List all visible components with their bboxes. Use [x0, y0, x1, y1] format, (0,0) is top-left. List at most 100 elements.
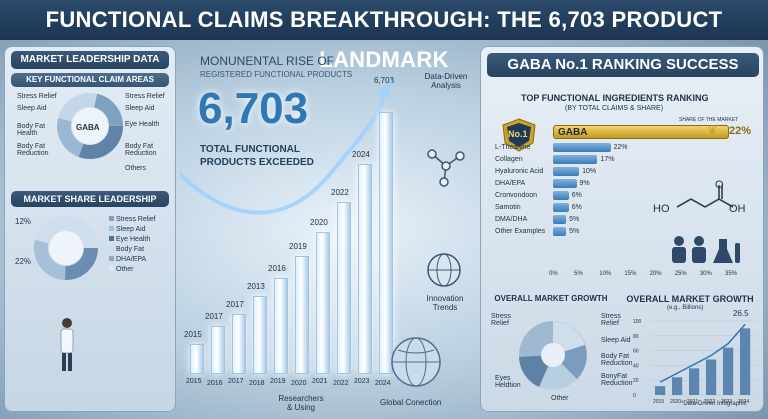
ranking-value-label: 5% [569, 228, 580, 235]
ranking-axis-tick: 10% [599, 271, 612, 277]
gaba-molecule-icon [676, 185, 734, 208]
ranking-axis-tick: 35% [725, 271, 738, 277]
tower-year-label: 2015 [186, 378, 202, 385]
growth-bar [740, 328, 751, 395]
tower-bar [295, 256, 309, 374]
growth-y-tick: 20 [633, 378, 639, 384]
tower-bar [274, 278, 288, 374]
growth-x-tick: 2023 [721, 399, 732, 405]
growth-y-tick: 40 [633, 363, 639, 369]
ranking-value-label: 6% [571, 204, 582, 211]
pie-label-stress-right: Stress Relief [601, 313, 621, 327]
ranking-header: GABA No.1 RANKING SUCCESS [487, 53, 759, 77]
crown-icon: ♛ [707, 123, 718, 137]
ranking-value-label: 5% [569, 216, 580, 223]
tower-top-label: 2017 [226, 300, 244, 309]
ranking-category-label: Other Examples [495, 228, 546, 235]
growth-x-tick: 2022 [704, 399, 715, 405]
market-leadership-header: MARKET LEADERSHIP DATA [11, 51, 169, 69]
top-value-label: 6,703 [374, 76, 395, 85]
pie-label-eyes: Eyes Heldtion [495, 375, 521, 389]
tower-top-label: 2020 [310, 218, 328, 227]
claim-label-bodyfat-reduction-left: Body Fat Reduction [17, 143, 49, 157]
tower-year-label: 2021 [312, 378, 328, 385]
growth-y-tick: 0 [633, 393, 636, 399]
ranking-axis-tick: 5% [574, 271, 583, 277]
claim-label-stress: Stress Relief [17, 93, 57, 100]
footer-note: *Data-Driven Infographic [681, 401, 747, 407]
legend-item: DHA/EPA [109, 255, 156, 265]
ranking-category-label: Hyaluronic Acid [495, 168, 544, 175]
ranking-value-label: 9% [579, 180, 590, 187]
pie-label-bonyfat: BonyFat Reduction [601, 373, 633, 387]
ranking-category-label: L-Theanine [495, 144, 531, 151]
gaba-molecule-ho: HO [653, 203, 670, 215]
ranking-rows: L-Theanine 22% Collagen 17% Hyaluronic Acid 1… [481, 47, 765, 413]
tower-top-label: 2017 [205, 312, 223, 321]
pie-label-bodyfat: Body Fat Reduction [601, 353, 633, 367]
page-title: FUNCTIONAL CLAIMS BREAKTHROUGH: THE 6,70… [0, 0, 768, 72]
claim-label-eye: Eye Health [125, 121, 160, 128]
market-share-donut [34, 216, 98, 280]
center-area: MONUNENTAL RISE OF REGISTERED FUNCTIONAL… [180, 44, 476, 416]
gaba-molecule-oh: OH [729, 203, 746, 215]
growth-bar [706, 359, 717, 395]
claim-label-sleep-right: Sleep Aid [125, 105, 155, 112]
ranking-value-label: 6% [571, 192, 582, 199]
ranking-bar [553, 191, 569, 200]
tower-year-label: 2017 [228, 378, 244, 385]
pie-label-other: Other [551, 395, 569, 402]
growth-curve [180, 80, 392, 215]
growth-x-tick: 2020 [670, 399, 681, 405]
ranking-axis-tick: 20% [649, 271, 662, 277]
donut-center-label: GABA [76, 123, 100, 132]
market-pie [519, 321, 587, 390]
ranking-value-label: 22% [613, 144, 628, 151]
tower-chart: 2015 2015 2016 2017 2017 2017 2018 2013 2019 2016… [180, 44, 476, 416]
innovation-label: Innovation Trends [426, 294, 464, 312]
tower-top-label: 2016 [268, 264, 286, 273]
growth-bar [655, 386, 666, 395]
tower-year-label: 2022 [333, 380, 349, 387]
claim-label-bodyfat-reduction-right: Body Fat Reduction [125, 143, 157, 157]
global-globe-icon [391, 337, 441, 387]
growth-y-tick: 60 [633, 349, 639, 355]
ranking-bar [553, 215, 567, 224]
ranking-value-label: 10% [582, 168, 597, 175]
growth-subtitle: (e.g., Billions) [667, 305, 704, 311]
ranking-category-label: DHA/EPA [495, 180, 526, 187]
tower-top-label: 2015 [184, 330, 202, 339]
tower-bar [379, 112, 393, 374]
market-leadership-panel: MARKET LEADERSHIP DATA KEY FUNCTIONAL CL… [4, 46, 176, 412]
gaba-leader-bar: GABA [553, 125, 729, 139]
rise-title: MONUNENTAL RISE OF [200, 54, 335, 68]
legend-item: Stress Relief [109, 215, 156, 225]
legend-item: Sleep Aid [109, 225, 156, 235]
tower-top-label: 2022 [331, 188, 349, 197]
scientists-icon [672, 236, 740, 263]
researchers-label: Researchers & Using [278, 394, 324, 412]
growth-top-label: 26.5 [733, 309, 749, 318]
ranking-axis-tick: 0% [549, 271, 558, 277]
researcher-icon [60, 318, 74, 371]
tower-bar [190, 344, 204, 374]
total-line-1: TOTAL FUNCTIONAL [200, 144, 300, 155]
ranking-category-label: Cronvondoon [495, 192, 538, 199]
total-line-2: PRODUCTS EXCEEDED [200, 157, 314, 168]
tower-bar [211, 326, 225, 374]
molecule-icon [427, 149, 465, 187]
tower-year-label: 2018 [249, 380, 265, 387]
claim-label-stress-right: Stress Relief [125, 93, 165, 100]
ranking-bar [553, 143, 611, 152]
tower-year-label: 2020 [291, 380, 307, 387]
legend-item: Other [109, 265, 156, 275]
growth-trend-line [659, 323, 746, 383]
growth-y-tick: 100 [633, 319, 642, 325]
rise-subtitle: REGISTERED FUNCTIONAL PRODUCTS [200, 70, 353, 79]
pie-label-sleep: Sleep Aid [601, 337, 631, 344]
gaba-leader-label: GABA [558, 127, 588, 138]
ranking-bar [553, 179, 577, 188]
data-driven-label: Data-Driven Analysis [424, 72, 468, 90]
growth-bar [723, 347, 734, 395]
innovation-globe-icon [427, 253, 461, 287]
